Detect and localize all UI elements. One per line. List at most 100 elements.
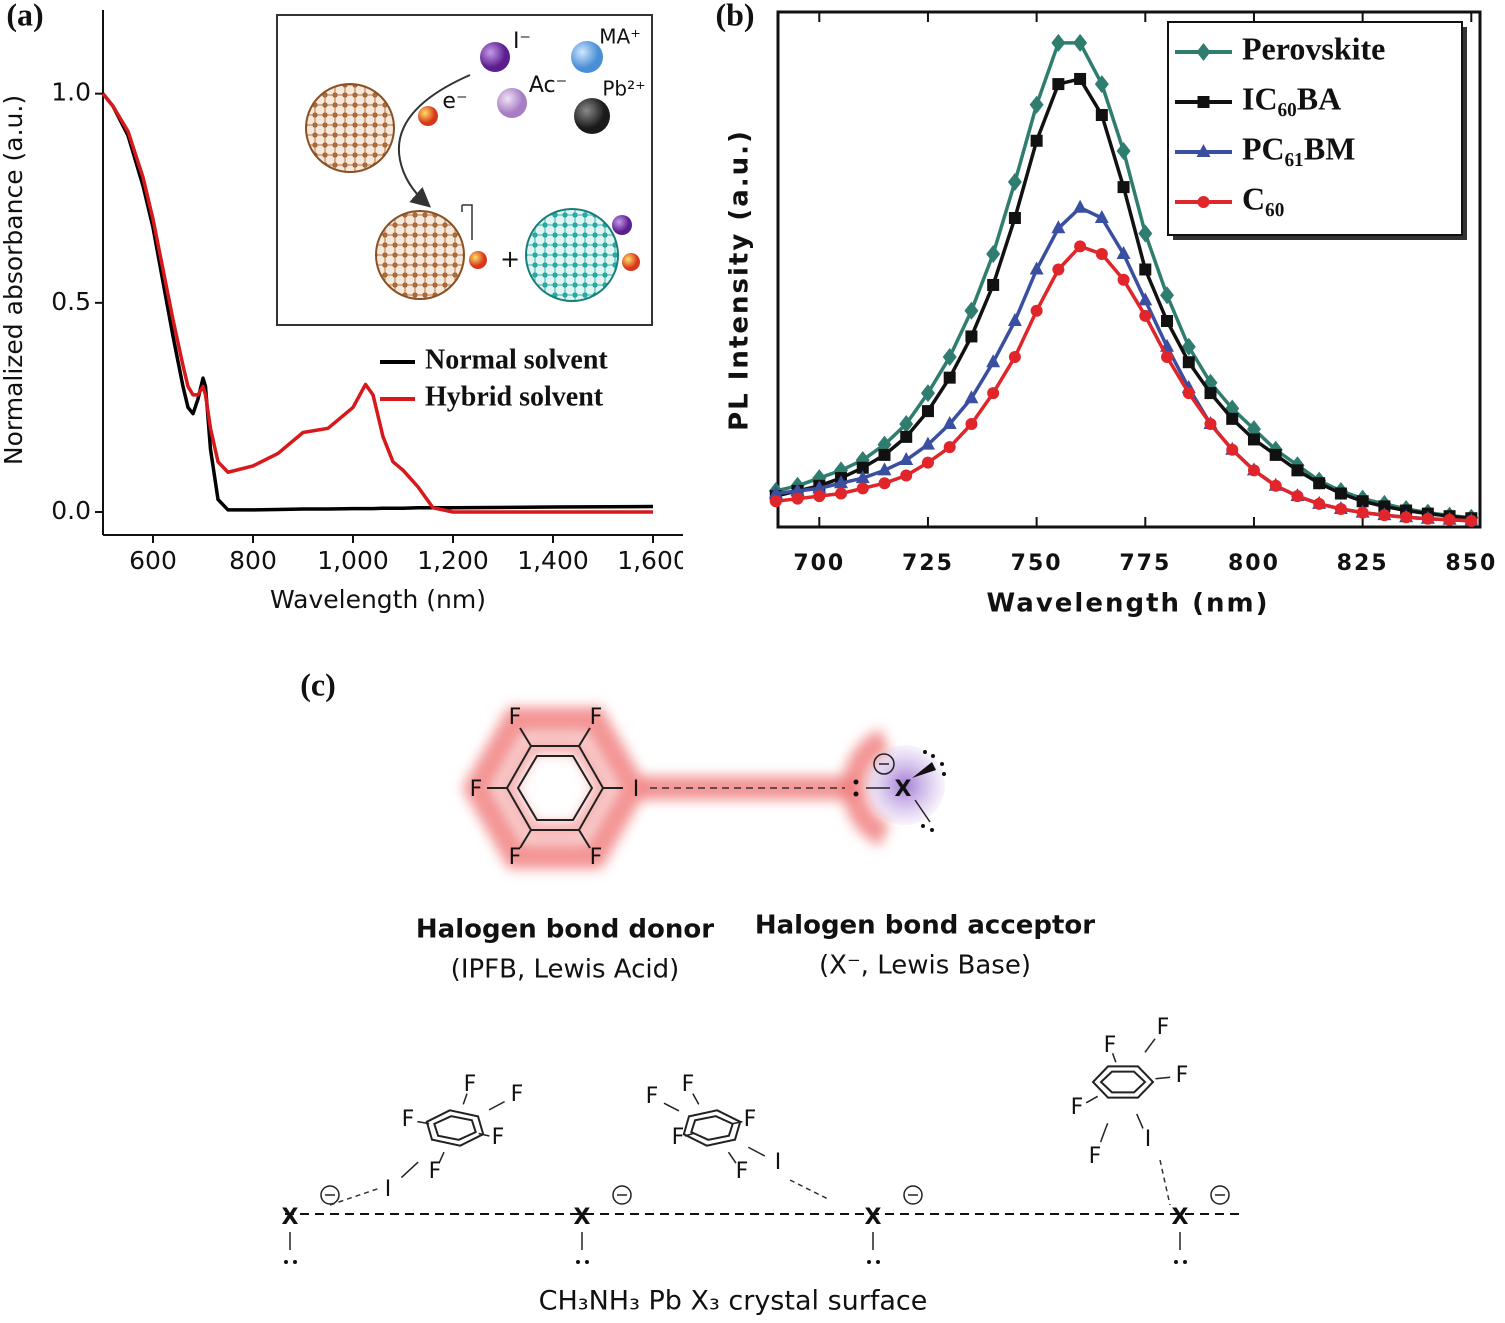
marker bbox=[965, 330, 978, 343]
x-tick-label: 1,000 bbox=[317, 546, 389, 575]
y-axis-label: PL Intensity (a.u.) bbox=[725, 129, 755, 431]
charge bbox=[612, 1185, 632, 1205]
electron bbox=[469, 251, 487, 269]
x-tick-label: 750 bbox=[1011, 551, 1063, 576]
atom-label: F bbox=[736, 1159, 749, 1184]
marker bbox=[1030, 304, 1043, 317]
marker bbox=[1226, 443, 1239, 456]
marker bbox=[920, 436, 935, 450]
marker bbox=[1291, 490, 1304, 503]
atom-label: I bbox=[633, 777, 640, 802]
benzene-ring bbox=[433, 1115, 477, 1141]
bond bbox=[1111, 1052, 1117, 1063]
data-line bbox=[101, 92, 654, 512]
marker bbox=[855, 470, 870, 484]
marker bbox=[835, 487, 848, 500]
legend-label: Perovskite bbox=[1242, 30, 1385, 66]
marker bbox=[1247, 433, 1260, 446]
x-tick-label: 850 bbox=[1445, 551, 1497, 576]
marker bbox=[1443, 513, 1456, 526]
bond bbox=[488, 1100, 505, 1111]
legend-box bbox=[1167, 21, 1463, 236]
x-tick-label: 725 bbox=[902, 551, 954, 576]
bond bbox=[727, 1151, 737, 1164]
bond bbox=[747, 1146, 766, 1157]
marker bbox=[1421, 512, 1434, 525]
x-axis-label: Wavelength (nm) bbox=[270, 585, 486, 614]
inset: + I⁻ MA⁺ e⁻ Ac⁻ Pb²⁺ bbox=[276, 14, 653, 326]
x-tick-label: 800 bbox=[1228, 551, 1280, 576]
annotation: Ac⁻ bbox=[529, 73, 567, 98]
bond bbox=[478, 1132, 490, 1137]
charge bbox=[873, 753, 895, 775]
ion-sphere bbox=[612, 215, 632, 235]
atom-label: F bbox=[672, 1125, 685, 1150]
marker bbox=[1095, 248, 1108, 261]
bond bbox=[1136, 1113, 1144, 1129]
marker bbox=[1138, 224, 1153, 243]
bond bbox=[914, 799, 931, 823]
marker bbox=[1051, 220, 1066, 234]
atom-label: X bbox=[1172, 1205, 1189, 1230]
lone-pair bbox=[576, 1260, 580, 1264]
marker bbox=[856, 461, 869, 474]
acceptor-cloud bbox=[865, 745, 945, 825]
atom-label: X bbox=[895, 777, 912, 802]
atom-label: F bbox=[464, 1072, 477, 1097]
marker bbox=[1029, 261, 1044, 275]
marker bbox=[987, 278, 1000, 291]
y-axis-label: Normalized absorbance (a.u.) bbox=[0, 95, 28, 465]
bond bbox=[1144, 1038, 1156, 1053]
lone-pair bbox=[284, 1260, 288, 1264]
bond bbox=[1099, 1122, 1109, 1143]
chart: (b) 700 725 750 775 800 825 850 Wavelength (nm) P… bbox=[715, 0, 1497, 619]
benzene-ring bbox=[690, 1115, 734, 1141]
marker bbox=[1161, 351, 1174, 364]
fullerene bbox=[525, 208, 619, 302]
plus-sign: + bbox=[500, 245, 520, 273]
marker bbox=[1226, 412, 1239, 425]
caption: Halogen bond acceptor bbox=[755, 911, 1095, 941]
atom-label: F bbox=[1104, 1033, 1117, 1058]
marker bbox=[1116, 246, 1131, 260]
fullerene bbox=[305, 83, 395, 173]
legend-label: Normal solvent bbox=[425, 344, 608, 375]
atom-label: I bbox=[775, 1150, 782, 1175]
marker bbox=[1182, 356, 1195, 369]
marker bbox=[900, 469, 913, 482]
x-tick-label: 825 bbox=[1337, 551, 1389, 576]
marker bbox=[1334, 502, 1347, 515]
lone-pair bbox=[585, 1260, 589, 1264]
panel-label: (a) bbox=[6, 0, 43, 32]
atom-label: I bbox=[1145, 1127, 1152, 1152]
legend-marker bbox=[1196, 43, 1211, 61]
marker bbox=[1117, 273, 1130, 286]
data-line bbox=[101, 92, 653, 514]
marker bbox=[813, 490, 826, 503]
ion-sphere bbox=[480, 42, 510, 72]
plot-frame bbox=[776, 10, 1482, 529]
marker bbox=[1204, 387, 1217, 400]
marker bbox=[1204, 418, 1217, 430]
marker bbox=[1291, 464, 1304, 477]
marker bbox=[1182, 387, 1195, 400]
marker bbox=[1161, 315, 1174, 327]
marker bbox=[900, 430, 913, 443]
atom-label: F bbox=[402, 1107, 415, 1132]
marker bbox=[1073, 33, 1088, 52]
lone-pair bbox=[1183, 1260, 1187, 1264]
marker bbox=[1095, 109, 1108, 121]
benzene-ring bbox=[516, 755, 594, 821]
atom-label: F bbox=[1089, 1144, 1102, 1169]
x-tick-label: 800 bbox=[229, 546, 277, 575]
y-tick-label: 1.0 bbox=[51, 78, 91, 107]
caption: (X⁻, Lewis Base) bbox=[819, 951, 1031, 981]
bond bbox=[417, 1120, 430, 1125]
marker bbox=[987, 387, 1000, 400]
electron bbox=[418, 106, 438, 126]
charge bbox=[320, 1185, 340, 1205]
lone-pair bbox=[853, 791, 859, 797]
marker bbox=[1074, 72, 1087, 85]
bond bbox=[1085, 1095, 1099, 1104]
atom-label: X bbox=[865, 1205, 882, 1230]
